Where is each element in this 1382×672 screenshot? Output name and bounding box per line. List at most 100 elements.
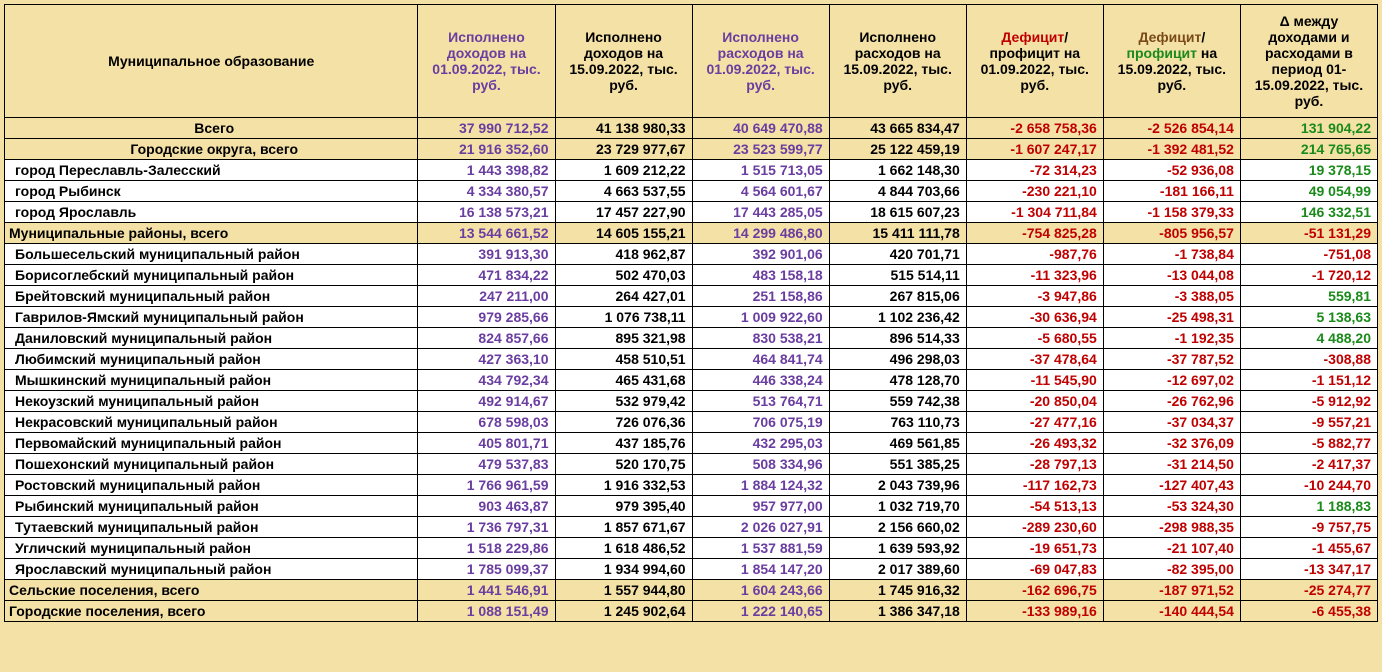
cell-c3: 1 854 147,20 bbox=[692, 559, 829, 580]
cell-c1: 1 766 961,59 bbox=[418, 475, 555, 496]
table-row: Муниципальные районы, всего13 544 661,52… bbox=[5, 223, 1378, 244]
table-row: город Рыбинск4 334 380,574 663 537,554 5… bbox=[5, 181, 1378, 202]
cell-c5: -20 850,04 bbox=[966, 391, 1103, 412]
cell-c1: 979 285,66 bbox=[418, 307, 555, 328]
cell-c5: -27 477,16 bbox=[966, 412, 1103, 433]
cell-c6: -127 407,43 bbox=[1103, 475, 1240, 496]
table-row: Всего37 990 712,5241 138 980,3340 649 47… bbox=[5, 118, 1378, 139]
cell-c2: 979 395,40 bbox=[555, 496, 692, 517]
cell-c5: -28 797,13 bbox=[966, 454, 1103, 475]
cell-c5: -54 513,13 bbox=[966, 496, 1103, 517]
col-header-c3: Исполнено расходов на 01.09.2022, тыс. р… bbox=[692, 5, 829, 118]
cell-c7: -1 455,67 bbox=[1240, 538, 1377, 559]
cell-c4: 763 110,73 bbox=[829, 412, 966, 433]
row-name: Угличский муниципальный район bbox=[5, 538, 418, 559]
cell-c6: -181 166,11 bbox=[1103, 181, 1240, 202]
cell-c4: 559 742,38 bbox=[829, 391, 966, 412]
row-name: Некоузский муниципальный район bbox=[5, 391, 418, 412]
cell-c7: 146 332,51 bbox=[1240, 202, 1377, 223]
cell-c7: -751,08 bbox=[1240, 244, 1377, 265]
cell-c7: -6 455,38 bbox=[1240, 601, 1377, 622]
table-row: Пошехонский муниципальный район479 537,8… bbox=[5, 454, 1378, 475]
row-name: Всего bbox=[5, 118, 418, 139]
cell-c6: -82 395,00 bbox=[1103, 559, 1240, 580]
table-row: Угличский муниципальный район1 518 229,8… bbox=[5, 538, 1378, 559]
cell-c1: 1 518 229,86 bbox=[418, 538, 555, 559]
cell-c1: 427 363,10 bbox=[418, 349, 555, 370]
cell-c6: -25 498,31 bbox=[1103, 307, 1240, 328]
cell-c2: 465 431,68 bbox=[555, 370, 692, 391]
cell-c5: -72 314,23 bbox=[966, 160, 1103, 181]
cell-c7: 4 488,20 bbox=[1240, 328, 1377, 349]
cell-c7: -9 757,75 bbox=[1240, 517, 1377, 538]
cell-c2: 502 470,03 bbox=[555, 265, 692, 286]
cell-c2: 1 245 902,64 bbox=[555, 601, 692, 622]
cell-c5: -754 825,28 bbox=[966, 223, 1103, 244]
table-row: Первомайский муниципальный район405 801,… bbox=[5, 433, 1378, 454]
cell-c7: -51 131,29 bbox=[1240, 223, 1377, 244]
cell-c7: -13 347,17 bbox=[1240, 559, 1377, 580]
cell-c2: 895 321,98 bbox=[555, 328, 692, 349]
cell-c4: 478 128,70 bbox=[829, 370, 966, 391]
cell-c4: 25 122 459,19 bbox=[829, 139, 966, 160]
row-name: Борисоглебский муниципальный район bbox=[5, 265, 418, 286]
cell-c6: -3 388,05 bbox=[1103, 286, 1240, 307]
row-name: Городские округа, всего bbox=[5, 139, 418, 160]
cell-c3: 432 295,03 bbox=[692, 433, 829, 454]
cell-c6: -26 762,96 bbox=[1103, 391, 1240, 412]
cell-c4: 469 561,85 bbox=[829, 433, 966, 454]
cell-c2: 437 185,76 bbox=[555, 433, 692, 454]
cell-c5: -69 047,83 bbox=[966, 559, 1103, 580]
row-name: Некрасовский муниципальный район bbox=[5, 412, 418, 433]
table-row: Борисоглебский муниципальный район471 83… bbox=[5, 265, 1378, 286]
cell-c5: -26 493,32 bbox=[966, 433, 1103, 454]
col-header-name: Муниципальное образование bbox=[5, 5, 418, 118]
cell-c6: -21 107,40 bbox=[1103, 538, 1240, 559]
cell-c2: 1 916 332,53 bbox=[555, 475, 692, 496]
cell-c6: -37 787,52 bbox=[1103, 349, 1240, 370]
table-row: Сельские поселения, всего1 441 546,911 5… bbox=[5, 580, 1378, 601]
cell-c5: -37 478,64 bbox=[966, 349, 1103, 370]
cell-c1: 4 334 380,57 bbox=[418, 181, 555, 202]
cell-c1: 678 598,03 bbox=[418, 412, 555, 433]
table-row: Любимский муниципальный район427 363,104… bbox=[5, 349, 1378, 370]
row-name: Первомайский муниципальный район bbox=[5, 433, 418, 454]
cell-c1: 1 785 099,37 bbox=[418, 559, 555, 580]
cell-c3: 1 537 881,59 bbox=[692, 538, 829, 559]
table-row: Рыбинский муниципальный район903 463,879… bbox=[5, 496, 1378, 517]
row-name: Городские поселения, всего bbox=[5, 601, 418, 622]
cell-c4: 496 298,03 bbox=[829, 349, 966, 370]
cell-c6: -298 988,35 bbox=[1103, 517, 1240, 538]
cell-c3: 2 026 027,91 bbox=[692, 517, 829, 538]
cell-c1: 405 801,71 bbox=[418, 433, 555, 454]
cell-c7: 1 188,83 bbox=[1240, 496, 1377, 517]
row-name: Сельские поселения, всего bbox=[5, 580, 418, 601]
cell-c5: -11 323,96 bbox=[966, 265, 1103, 286]
cell-c3: 1 222 140,65 bbox=[692, 601, 829, 622]
cell-c2: 1 934 994,60 bbox=[555, 559, 692, 580]
table-row: Городские поселения, всего1 088 151,491 … bbox=[5, 601, 1378, 622]
cell-c7: -1 151,12 bbox=[1240, 370, 1377, 391]
cell-c6: -1 738,84 bbox=[1103, 244, 1240, 265]
cell-c7: -10 244,70 bbox=[1240, 475, 1377, 496]
cell-c1: 1 736 797,31 bbox=[418, 517, 555, 538]
cell-c5: -987,76 bbox=[966, 244, 1103, 265]
cell-c4: 1 639 593,92 bbox=[829, 538, 966, 559]
cell-c4: 551 385,25 bbox=[829, 454, 966, 475]
cell-c2: 458 510,51 bbox=[555, 349, 692, 370]
cell-c3: 706 075,19 bbox=[692, 412, 829, 433]
cell-c4: 4 844 703,66 bbox=[829, 181, 966, 202]
cell-c6: -140 444,54 bbox=[1103, 601, 1240, 622]
cell-c1: 1 088 151,49 bbox=[418, 601, 555, 622]
row-name: Даниловский муниципальный район bbox=[5, 328, 418, 349]
col-header-c6: Дефицит/ профицит на 15.09.2022, тыс. ру… bbox=[1103, 5, 1240, 118]
cell-c3: 23 523 599,77 bbox=[692, 139, 829, 160]
table-row: Мышкинский муниципальный район434 792,34… bbox=[5, 370, 1378, 391]
table-row: Некоузский муниципальный район492 914,67… bbox=[5, 391, 1378, 412]
cell-c2: 14 605 155,21 bbox=[555, 223, 692, 244]
cell-c3: 957 977,00 bbox=[692, 496, 829, 517]
cell-c1: 37 990 712,52 bbox=[418, 118, 555, 139]
cell-c2: 264 427,01 bbox=[555, 286, 692, 307]
cell-c4: 515 514,11 bbox=[829, 265, 966, 286]
cell-c4: 420 701,71 bbox=[829, 244, 966, 265]
